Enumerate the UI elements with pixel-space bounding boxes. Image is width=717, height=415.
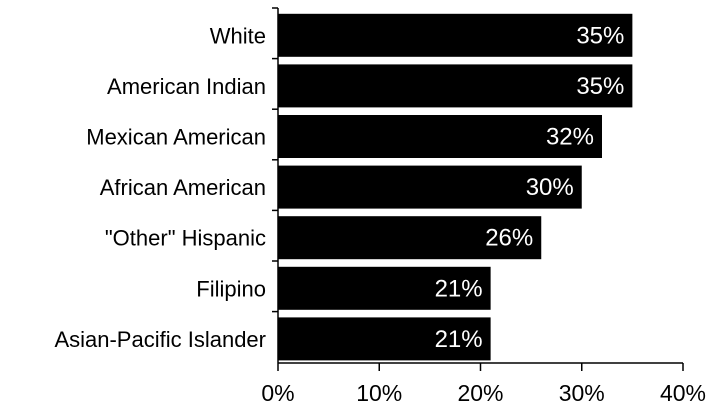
bar-value-label: 35%	[576, 22, 624, 49]
category-labels-group: White American Indian Mexican American Afri…	[54, 23, 266, 352]
bar-value-label: 30%	[526, 174, 574, 201]
bar-value-label: 35%	[576, 73, 624, 100]
x-tick-label: 10%	[356, 380, 402, 406]
axis-group	[272, 7, 684, 371]
bars-group	[278, 13, 633, 361]
bar-value-label: 21%	[435, 275, 483, 302]
bar	[278, 13, 633, 57]
category-label: Filipino	[196, 276, 266, 301]
bar-value-label: 21%	[435, 326, 483, 353]
x-tick-label: 40%	[660, 380, 706, 406]
x-tick-label: 20%	[457, 380, 503, 406]
bar	[278, 317, 491, 361]
bar	[278, 266, 491, 310]
category-label: White	[210, 23, 266, 48]
x-tick-label: 30%	[559, 380, 605, 406]
category-label: American Indian	[107, 74, 266, 99]
tick-labels-group: 0% 10% 20% 30% 40%	[261, 380, 706, 406]
x-tick-label: 0%	[261, 380, 294, 406]
bar	[278, 216, 542, 260]
category-label: Asian-Pacific Islander	[54, 327, 266, 352]
category-label: Mexican American	[86, 125, 266, 150]
bar	[278, 165, 582, 209]
bar-value-label: 26%	[485, 225, 533, 252]
category-label: African American	[100, 175, 266, 200]
value-labels-group: 35%35%32%30%26%21%21%	[435, 22, 625, 353]
bar	[278, 115, 602, 158]
category-label: "Other" Hispanic	[105, 226, 266, 251]
bar	[278, 64, 633, 108]
bar-value-label: 32%	[546, 124, 594, 151]
